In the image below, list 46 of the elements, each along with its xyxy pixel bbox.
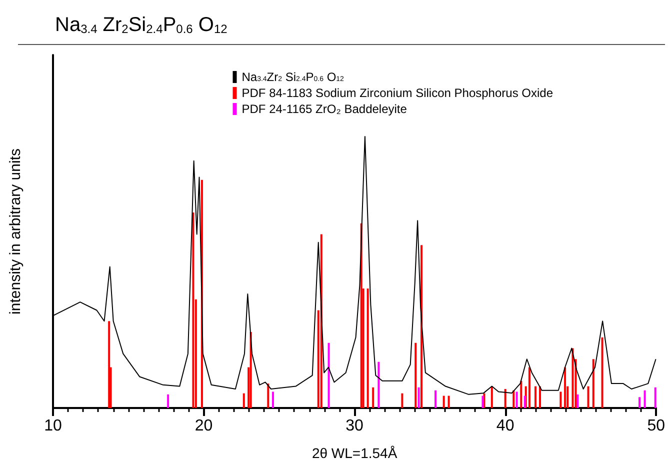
bar — [587, 386, 590, 408]
bar — [434, 390, 437, 408]
bar — [560, 392, 562, 408]
y-axis-title: intensity in arbitrary units — [7, 148, 24, 314]
bar — [418, 387, 420, 408]
bar — [539, 386, 542, 408]
bar — [516, 392, 518, 408]
x-axis-title: 2θ WL=1.54Å — [312, 445, 398, 461]
bar — [644, 390, 646, 408]
bar — [272, 392, 274, 408]
bar — [372, 387, 374, 408]
legend-label: PDF 84-1183 Sodium Zirconium Silicon Phosphorus Oxide — [242, 86, 554, 100]
bar — [167, 394, 170, 408]
chart-title: Na3.4 Zr2Si2.4P0.6 O12 — [55, 14, 228, 36]
x-tick-label: 40 — [496, 418, 514, 434]
bar — [520, 380, 522, 408]
x-tick-label: 30 — [346, 418, 364, 434]
bar — [654, 387, 656, 408]
bar — [420, 245, 422, 408]
bar — [572, 348, 574, 408]
bar — [192, 212, 194, 408]
bar — [601, 337, 604, 408]
bar — [378, 362, 380, 408]
bar — [512, 390, 515, 408]
legend-label: PDF 24-1165 ZrO₂ Baddeleyite — [242, 102, 408, 116]
bar — [534, 386, 536, 408]
bar — [524, 396, 526, 408]
bar — [448, 396, 450, 408]
bar — [528, 367, 530, 408]
bar — [401, 393, 404, 408]
bar — [242, 393, 245, 408]
bar — [564, 367, 566, 408]
x-tick-label: 50 — [647, 418, 666, 434]
bar — [442, 396, 445, 408]
x-tick-label: 10 — [44, 418, 62, 434]
bar — [504, 388, 506, 408]
bar — [366, 288, 369, 408]
bar — [267, 384, 270, 408]
bar — [638, 397, 641, 408]
x-tick-label: 20 — [194, 418, 213, 434]
bar — [592, 359, 594, 408]
bar — [414, 342, 417, 408]
bar — [490, 386, 493, 408]
bar — [328, 342, 330, 408]
bar — [482, 396, 484, 408]
bar — [576, 394, 579, 408]
